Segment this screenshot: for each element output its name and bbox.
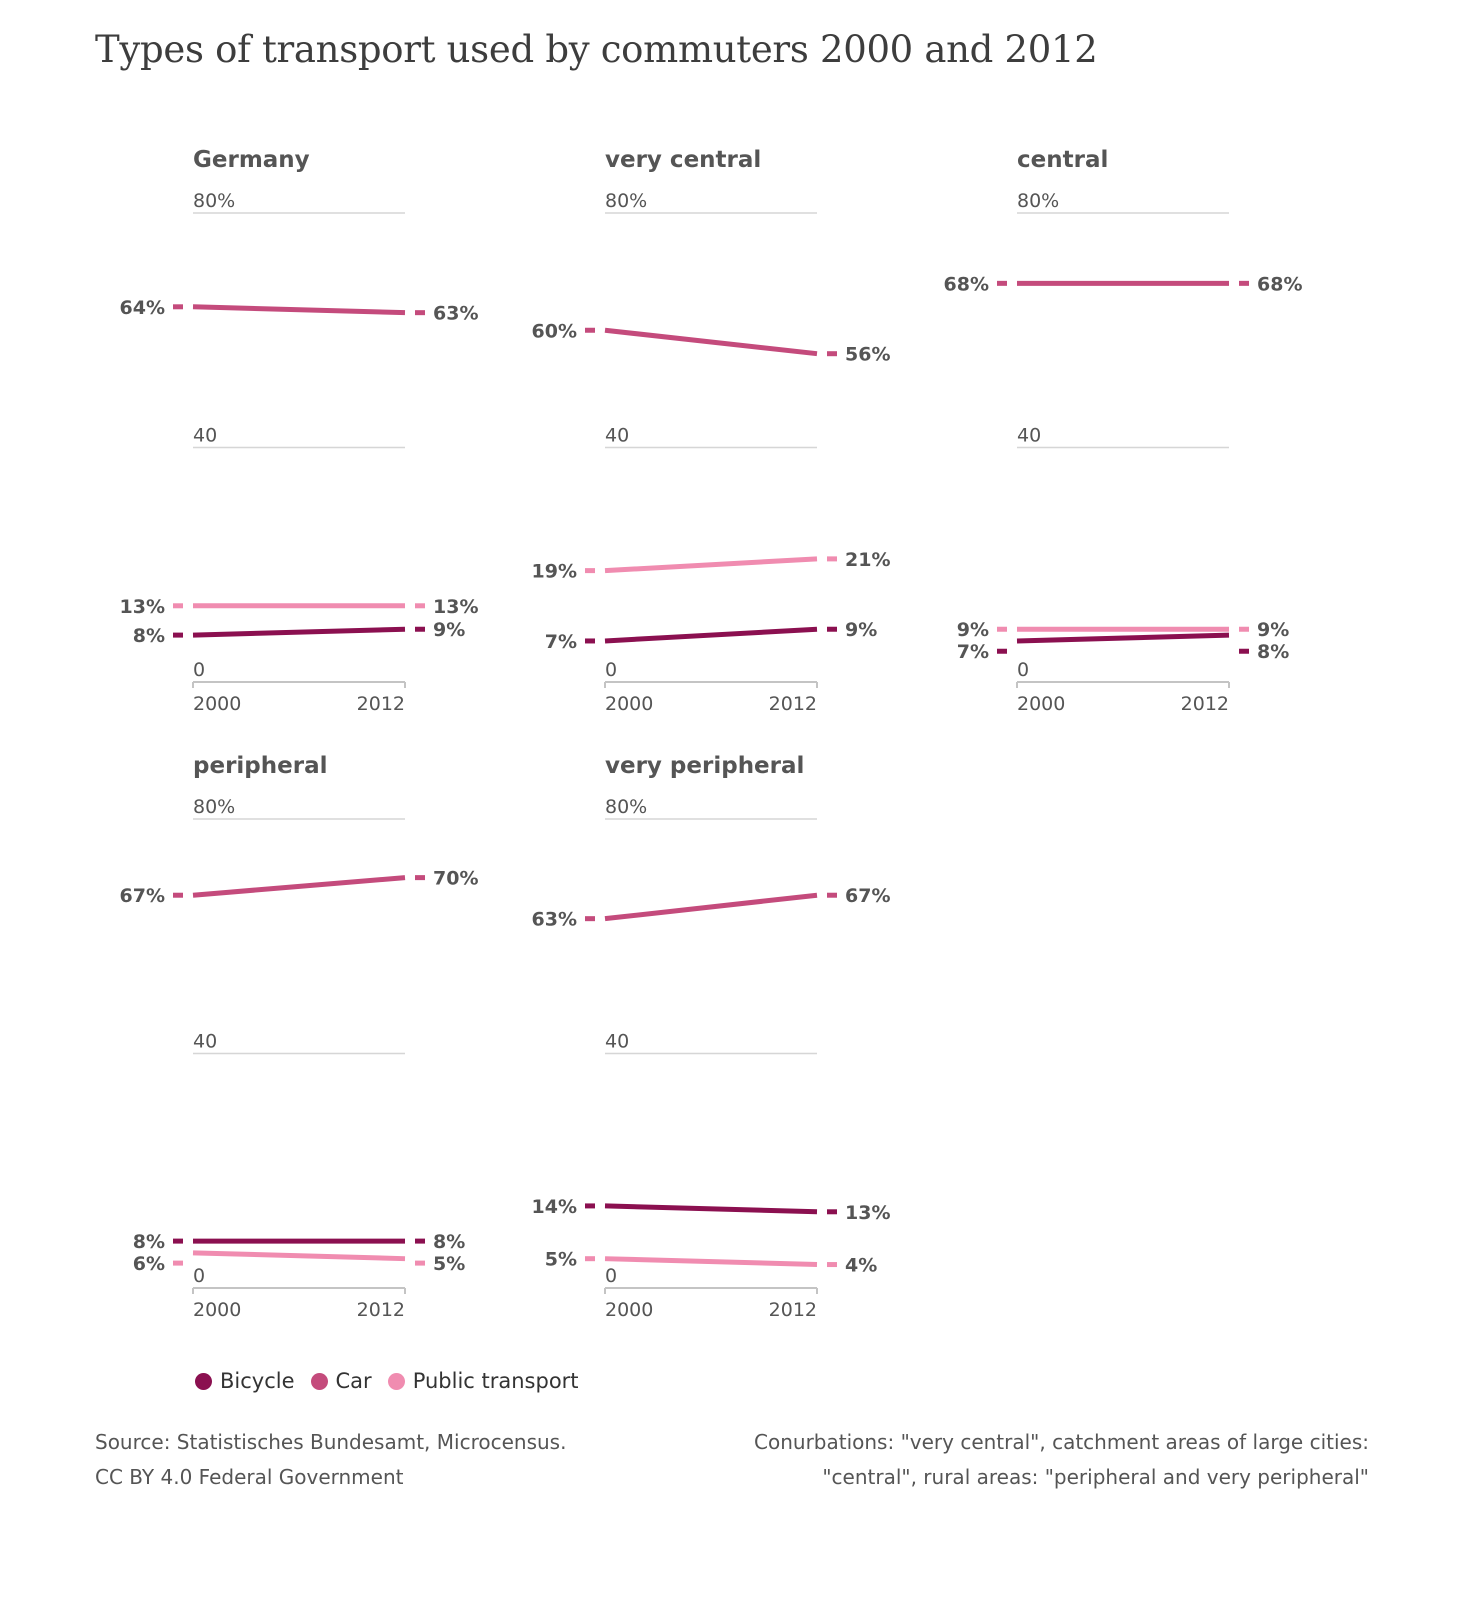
x-tick-label: 2012 [769, 693, 817, 715]
y-tick-label: 40 [1017, 425, 1041, 447]
data-label-car-2000: 67% [120, 885, 165, 907]
series-line-car [604, 892, 818, 922]
legend-label-bicycle: Bicycle [220, 1369, 295, 1393]
data-label-car-2000: 60% [532, 320, 577, 342]
data-label-car-2012: 56% [845, 344, 890, 366]
y-tick-label: 0 [605, 1265, 617, 1287]
license-line: CC BY 4.0 Federal Government [95, 1465, 404, 1489]
panel-title-very-peripheral: very peripheral [605, 753, 804, 779]
data-label-bicycle-2000: 7% [545, 631, 577, 653]
data-label-public-transport-2012: 21% [845, 549, 890, 571]
x-tick-label: 2012 [357, 1299, 405, 1321]
data-label-public-transport-2012: 13% [433, 596, 478, 618]
data-label-bicycle-2000: 7% [957, 641, 989, 663]
data-label-car-2012: 63% [433, 303, 478, 325]
x-tick-label: 2000 [193, 693, 241, 715]
data-label-public-transport-2012: 9% [1257, 619, 1289, 641]
y-tick-label: 40 [193, 1031, 217, 1053]
legend: Bicycle Car Public transport [195, 1369, 595, 1393]
x-tick-label: 2012 [1181, 693, 1229, 715]
x-tick-label: 2000 [605, 693, 653, 715]
series-line-car [604, 327, 818, 357]
series-line-bicycle [192, 626, 406, 638]
panel-title-germany: Germany [193, 147, 310, 173]
region-note: Conurbations: "very central", catchment … [754, 1425, 1369, 1495]
series-line-car [192, 304, 406, 316]
x-tick-label: 2000 [193, 1299, 241, 1321]
series-line-bicycle [1016, 632, 1230, 644]
x-tick-label: 2012 [357, 693, 405, 715]
data-label-bicycle-2012: 13% [845, 1202, 890, 1224]
page-title: Types of transport used by commuters 200… [95, 28, 1098, 71]
y-tick-label: 80% [605, 796, 647, 818]
legend-swatch-car [310, 1372, 328, 1390]
data-label-bicycle-2000: 8% [133, 1231, 165, 1253]
y-tick-label: 40 [605, 425, 629, 447]
y-tick-label: 80% [605, 190, 647, 212]
series-line-bicycle [604, 1203, 818, 1215]
y-tick-label: 0 [193, 1265, 205, 1287]
series-line-car [192, 875, 406, 898]
series-line-public-transport [604, 1256, 818, 1268]
data-label-public-transport-2000: 9% [957, 619, 989, 641]
panel-title-very-central: very central [605, 147, 761, 173]
x-tick-label: 2012 [769, 1299, 817, 1321]
series-line-public-transport [604, 556, 818, 574]
data-label-bicycle-2012: 9% [845, 619, 877, 641]
data-label-bicycle-2012: 8% [1257, 641, 1289, 663]
series-line-public-transport [192, 1250, 406, 1262]
y-tick-label: 0 [1017, 659, 1029, 681]
legend-swatch-bicycle [195, 1372, 212, 1390]
data-label-bicycle-2012: 9% [433, 619, 465, 641]
data-label-car-2000: 64% [120, 297, 165, 319]
data-label-bicycle-2000: 8% [133, 625, 165, 647]
source-line: Source: Statistisches Bundesamt, Microce… [95, 1430, 567, 1454]
data-label-car-2012: 67% [845, 885, 890, 907]
data-label-public-transport-2000: 19% [532, 561, 577, 583]
data-label-public-transport-2012: 5% [433, 1253, 465, 1275]
legend-label-car: Car [335, 1369, 372, 1393]
data-label-car-2000: 68% [944, 273, 989, 295]
y-tick-label: 0 [605, 659, 617, 681]
x-tick-label: 2000 [605, 1299, 653, 1321]
source-note: Source: Statistisches Bundesamt, Microce… [95, 1425, 566, 1495]
y-tick-label: 80% [193, 190, 235, 212]
legend-item-bicycle: Bicycle [195, 1369, 295, 1393]
data-label-public-transport-2000: 13% [120, 596, 165, 618]
y-tick-label: 0 [193, 659, 205, 681]
data-label-car-2012: 70% [433, 868, 478, 890]
y-tick-label: 40 [193, 425, 217, 447]
legend-item-car: Car [310, 1369, 372, 1393]
legend-item-public-transport: Public transport [387, 1369, 579, 1393]
y-tick-label: 80% [1017, 190, 1059, 212]
region-note-line: Conurbations: "very central", catchment … [754, 1430, 1369, 1454]
series-line-bicycle [604, 626, 818, 644]
legend-label-public-transport: Public transport [412, 1369, 579, 1393]
data-label-public-transport-2000: 5% [545, 1249, 577, 1271]
panel-title-peripheral: peripheral [193, 753, 327, 779]
y-tick-label: 40 [605, 1031, 629, 1053]
x-tick-label: 2000 [1017, 693, 1065, 715]
data-label-public-transport-2000: 6% [133, 1253, 165, 1275]
data-label-bicycle-2012: 8% [433, 1231, 465, 1253]
data-label-bicycle-2000: 14% [532, 1196, 577, 1218]
y-tick-label: 80% [193, 796, 235, 818]
legend-swatch-public-transport [387, 1372, 405, 1390]
region-note-line: "central", rural areas: "peripheral and … [822, 1465, 1369, 1489]
panel-title-central: central [1017, 147, 1108, 173]
data-label-car-2012: 68% [1257, 273, 1302, 295]
data-label-car-2000: 63% [532, 909, 577, 931]
data-label-public-transport-2012: 4% [845, 1255, 877, 1277]
